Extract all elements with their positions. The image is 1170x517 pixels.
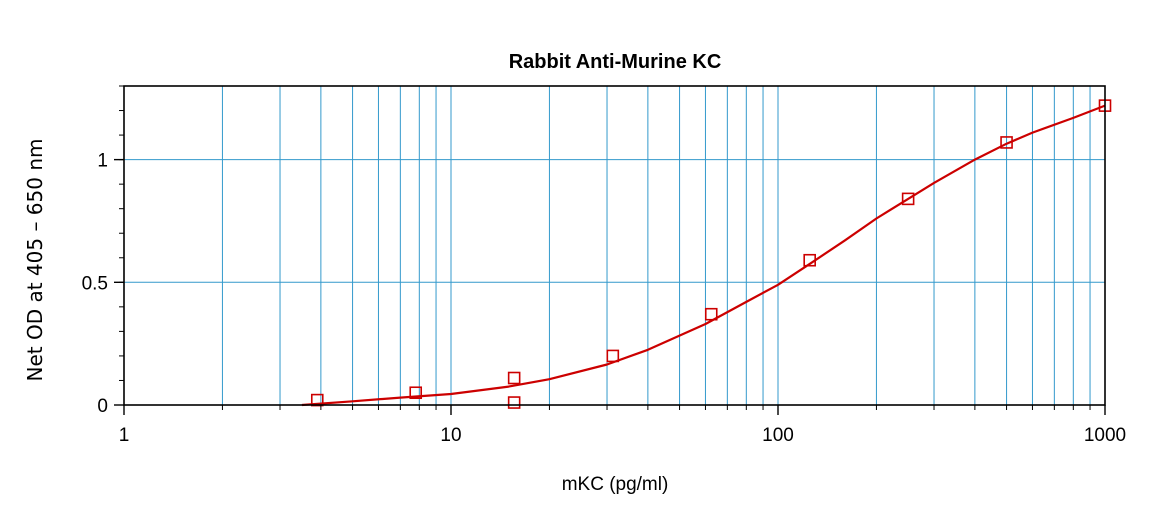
y-axis-label: Net OD at 405 – 650 nm — [23, 139, 47, 382]
data-point — [507, 396, 521, 409]
data-point — [507, 371, 521, 385]
data-point — [803, 253, 816, 267]
y-tick-label: 1 — [97, 151, 108, 172]
fit-curve-layer — [301, 104, 1106, 407]
grid — [124, 86, 1105, 405]
x-tick-label: 10 — [440, 425, 461, 446]
tick-labels: 1 10 100 1000 0 0.5 1 — [82, 151, 1127, 446]
x-tick-label: 1000 — [1084, 425, 1126, 446]
x-tick-label: 1 — [119, 425, 130, 446]
data-point — [1000, 136, 1013, 149]
data-point — [606, 349, 620, 363]
axis-ticks — [114, 85, 1106, 415]
y-tick-label: 0.5 — [82, 273, 108, 294]
data-point — [704, 307, 718, 321]
x-tick-label: 100 — [762, 425, 794, 446]
data-points-layer — [310, 99, 1112, 409]
y-tick-label: 0 — [97, 396, 108, 417]
plot-frame — [123, 85, 1106, 406]
data-point — [409, 386, 423, 400]
fit-curve — [301, 104, 1106, 407]
x-axis-label: mKC (pg/ml) — [562, 474, 669, 495]
chart-title: Rabbit Anti-Murine KC — [509, 51, 722, 73]
data-point — [901, 192, 915, 206]
